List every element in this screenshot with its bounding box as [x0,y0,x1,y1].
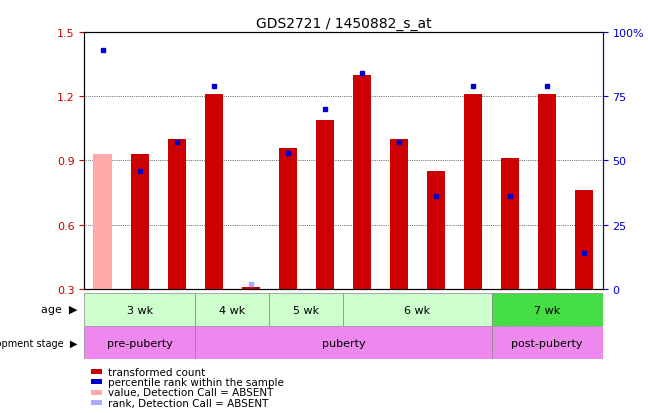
Bar [343,293,492,326]
Bar [492,293,603,326]
Text: 3 wk: 3 wk [127,305,153,315]
Bar [427,172,445,289]
Bar [270,293,343,326]
Title: GDS2721 / 1450882_s_at: GDS2721 / 1450882_s_at [255,17,432,31]
Bar [316,121,334,289]
Text: rank, Detection Call = ABSENT: rank, Detection Call = ABSENT [108,398,268,408]
Text: value, Detection Call = ABSENT: value, Detection Call = ABSENT [108,387,273,397]
Bar [501,159,519,289]
Bar [389,140,408,289]
Bar [464,95,482,289]
Bar [84,326,195,359]
Bar [93,154,112,289]
Bar [84,293,195,326]
Text: 6 wk: 6 wk [404,305,430,315]
Bar [242,287,260,289]
Text: percentile rank within the sample: percentile rank within the sample [108,377,283,387]
Bar [279,148,297,289]
Bar [130,154,149,289]
Text: puberty: puberty [321,338,365,348]
Text: development stage  ▶: development stage ▶ [0,338,78,348]
Text: post-puberty: post-puberty [511,338,583,348]
Text: pre-puberty: pre-puberty [107,338,173,348]
Text: 7 wk: 7 wk [534,305,561,315]
Bar [205,95,223,289]
Text: age  ▶: age ▶ [41,305,78,315]
Bar [195,293,270,326]
Bar [353,76,371,289]
Bar [168,140,186,289]
Text: 5 wk: 5 wk [294,305,319,315]
Bar [538,95,557,289]
Bar [575,191,594,289]
Text: 4 wk: 4 wk [219,305,246,315]
Text: transformed count: transformed count [108,367,205,377]
Bar [195,326,492,359]
Bar [492,326,603,359]
